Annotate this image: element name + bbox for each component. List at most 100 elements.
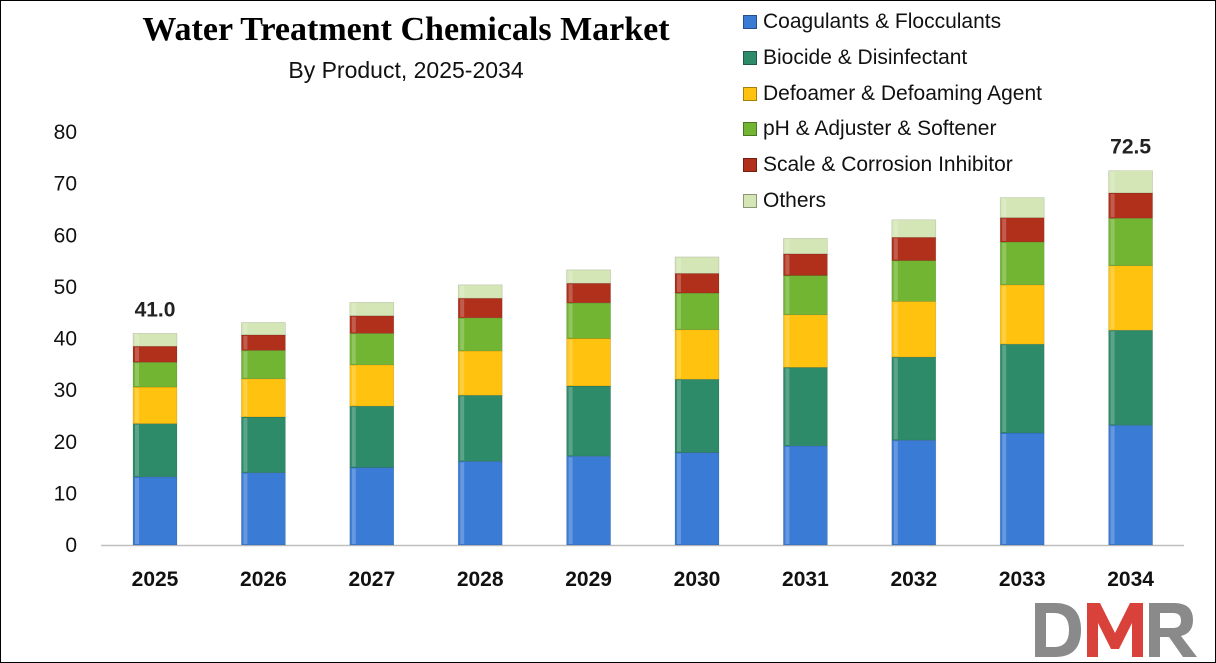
bar-segment-highlight (460, 285, 465, 298)
bar-segment-highlight (568, 339, 573, 385)
bar-segment-highlight (351, 334, 356, 364)
bar-segment-highlight (1002, 218, 1007, 241)
bar-segment-highlight (677, 257, 681, 273)
bar-segment-highlight (893, 441, 898, 544)
y-tick-label: 10 (54, 482, 77, 505)
bar-segment-others (132, 333, 178, 347)
x-tick-label: 2031 (782, 568, 829, 591)
bar-segment-others (999, 197, 1045, 218)
bar-segment-highlight (243, 473, 248, 544)
bar-segment-biocide (1108, 329, 1153, 426)
legend-swatch-ph (743, 122, 757, 137)
bar-segment-biocide (566, 385, 611, 457)
logo-letter-m (1087, 603, 1143, 657)
bar-segment-defoamer (457, 350, 503, 396)
legend-item-others: Others (743, 187, 1042, 223)
y-tick-label: 50 (54, 276, 77, 299)
bar-segment-defoamer (132, 386, 178, 424)
bar-segment-others (783, 238, 828, 255)
bar-segment-scale (674, 273, 720, 294)
bar-segment-highlight (568, 284, 573, 302)
bar-segment-highlight (351, 365, 356, 406)
bar-segment-scale (783, 253, 828, 276)
bar-segment-coagulants (566, 455, 611, 546)
bar-segment-highlight (1002, 345, 1007, 432)
y-tick-label: 20 (54, 431, 77, 454)
bar-segment-coagulants (783, 445, 828, 546)
chart-title: Water Treatment Chemicals Market (142, 11, 670, 48)
logo-letter-r (1149, 603, 1197, 657)
bar-segment-defoamer (349, 364, 395, 407)
bar-segment-highlight (893, 358, 898, 440)
bar-segment-highlight (460, 351, 465, 395)
bar-segment-ph (783, 275, 828, 316)
bar-segment-biocide (132, 423, 178, 478)
bar-segment-highlight (1002, 433, 1007, 544)
bar-segment-highlight (135, 363, 139, 387)
bar-segment-highlight (1002, 285, 1007, 344)
bar-segment-biocide (891, 356, 937, 441)
bar-segment-ph (132, 361, 178, 388)
bar-segment-scale (132, 345, 178, 363)
bar-segment-highlight (460, 299, 465, 317)
bar-segment-scale (999, 217, 1045, 243)
bar-segment-scale (566, 282, 611, 304)
bar-segment-highlight (243, 379, 248, 416)
y-tick-label: 40 (54, 328, 77, 351)
y-tick-label: 30 (54, 379, 77, 402)
bar-segment-others (566, 269, 611, 284)
legend-swatch-defoamer (743, 86, 757, 101)
legend-swatch-scale (743, 158, 757, 173)
x-tick-label: 2033 (999, 568, 1046, 591)
bar-segment-highlight (677, 330, 681, 379)
legend-item-coagulants: Coagulants & Flocculants (743, 8, 1042, 44)
bar-segment-highlight (893, 238, 898, 260)
bar-segment-highlight (135, 424, 139, 476)
legend-item-ph: pH & Adjuster & Softener (743, 115, 1042, 151)
bar-segment-highlight (785, 276, 790, 314)
bar-segment-highlight (243, 335, 248, 350)
bar-segment-ph (457, 317, 503, 352)
bar-segment-biocide (783, 367, 828, 447)
legend: Coagulants & Flocculants Biocide & Disin… (743, 8, 1042, 223)
bar-segment-coagulants (674, 452, 720, 546)
bar-segment-highlight (785, 254, 790, 275)
legend-label-others: Others (763, 188, 827, 212)
y-tick-label: 70 (54, 173, 77, 196)
bar-segment-highlight (460, 462, 465, 544)
legend-item-defoamer: Defoamer & Defoaming Agent (743, 80, 1042, 116)
y-tick-label: 80 (54, 121, 77, 144)
bar-segment-others (457, 284, 503, 299)
bar-segment-scale (349, 315, 395, 334)
bar-segment-defoamer (891, 301, 937, 358)
bar-segment-highlight (135, 477, 139, 544)
bar-segment-ph (349, 333, 395, 366)
bar-segment-highlight (351, 407, 356, 467)
bar-segment-scale (457, 297, 503, 319)
bar-segment-highlight (1110, 193, 1115, 218)
y-tick-label: 0 (65, 534, 77, 557)
chart-subtitle: By Product, 2025-2034 (288, 57, 524, 83)
bar-segment-highlight (351, 316, 356, 333)
x-tick-label: 2030 (674, 568, 721, 591)
x-tick-label: 2028 (457, 568, 504, 591)
x-tick-label: 2032 (890, 568, 937, 591)
x-tick-label: 2029 (565, 568, 612, 591)
bar-segment-defoamer (566, 338, 611, 387)
bar-segment-biocide (999, 343, 1045, 434)
bar-segment-coagulants (999, 432, 1045, 546)
bar-segment-highlight (1110, 266, 1115, 330)
bar-segment-biocide (241, 416, 286, 474)
bar-segment-highlight (785, 239, 790, 253)
bar-segment-highlight (1110, 171, 1115, 192)
bar-segment-highlight (893, 302, 898, 357)
bar-segment-others (674, 256, 720, 274)
bar-segment-ph (241, 350, 286, 380)
bar-segment-others (349, 302, 395, 317)
data-label: 41.0 (135, 298, 176, 321)
bar-segment-defoamer (674, 329, 720, 380)
bar-segment-highlight (785, 315, 790, 367)
bar-segment-highlight (568, 457, 573, 544)
bar-segment-highlight (677, 453, 681, 544)
bar-segment-scale (1108, 192, 1153, 219)
